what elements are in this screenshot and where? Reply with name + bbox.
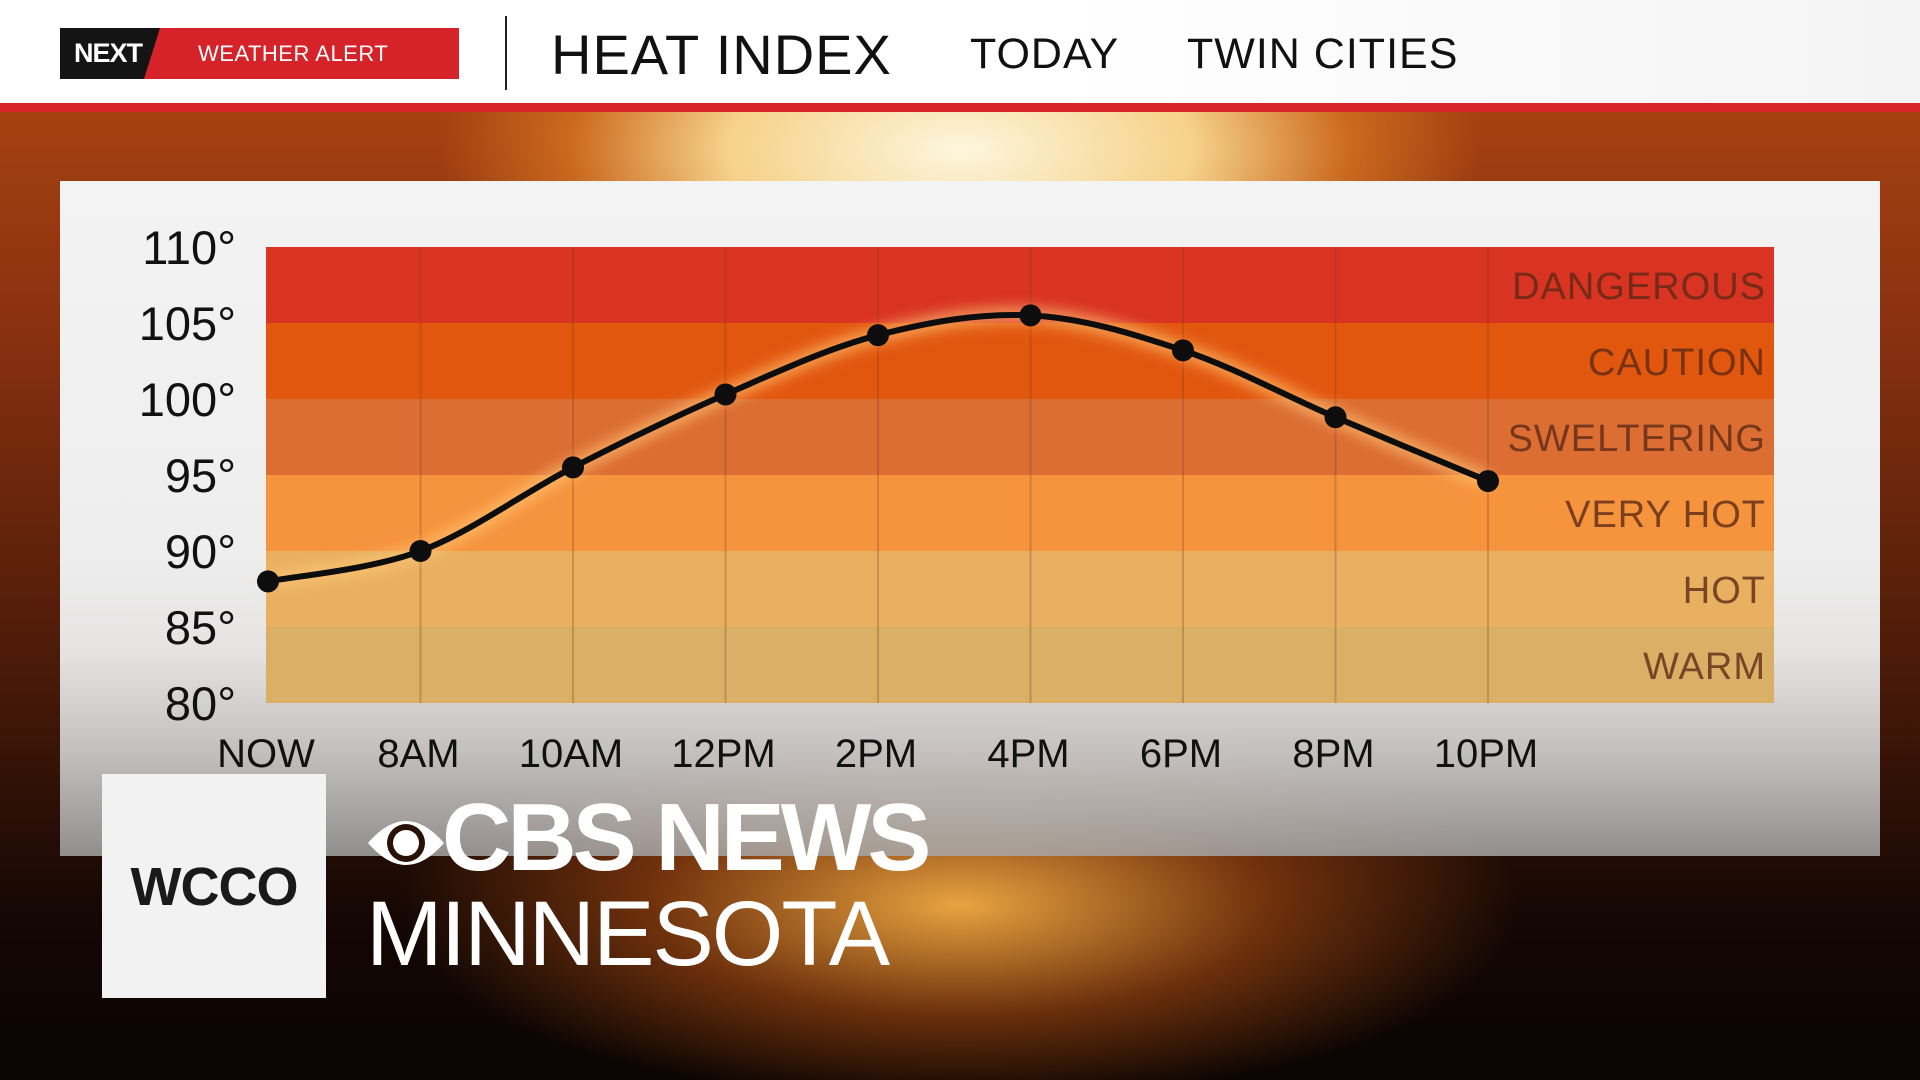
data-point: [714, 383, 737, 406]
header-divider: [505, 16, 507, 90]
zone-band: [266, 399, 1774, 475]
zone-label: WARM: [1643, 646, 1766, 688]
next-logo-text: NEXT: [74, 38, 143, 68]
zone-label: DANGEROUS: [1512, 266, 1766, 308]
zone-label: VERY HOT: [1565, 494, 1766, 536]
cbs-news-wordmark: CBS NEWS: [442, 784, 931, 891]
x-tick-label: 10AM: [519, 732, 624, 776]
period-label: TODAY: [970, 30, 1120, 78]
data-point: [562, 456, 584, 479]
data-point: [1477, 470, 1499, 493]
x-tick-label: 8PM: [1292, 732, 1374, 776]
next-logo: NEXT: [60, 28, 160, 79]
zone-label: SWELTERING: [1508, 418, 1766, 460]
header-bar: NEXT WEATHER ALERT HEAT INDEX TODAY TWIN…: [0, 0, 1920, 112]
data-point: [257, 570, 279, 593]
x-tick-label: 4PM: [987, 732, 1069, 776]
region-wordmark: MINNESOTA: [366, 883, 890, 985]
y-tick-label: 105°: [139, 297, 236, 350]
zone-label: HOT: [1683, 570, 1766, 612]
y-tick-label: 85°: [165, 601, 236, 654]
cbs-eye-icon: [368, 821, 444, 865]
y-tick-label: 100°: [139, 373, 236, 426]
zone-band: [266, 475, 1774, 551]
data-point: [409, 540, 432, 562]
data-point: [1019, 304, 1042, 327]
zone-label: CAUTION: [1588, 342, 1766, 384]
location-label: TWIN CITIES: [1187, 30, 1459, 78]
zone-band: [266, 323, 1774, 399]
data-point: [1172, 339, 1194, 362]
x-tick-label: 6PM: [1140, 732, 1222, 776]
y-tick-label: 90°: [165, 525, 236, 578]
x-tick-label: 8AM: [377, 732, 459, 776]
wcco-logo: WCCO: [102, 774, 326, 998]
data-point: [1324, 406, 1347, 429]
heat-index-chart: WARM HOT VERY HOT SWELTERING CAUTION DANGEROU…: [139, 221, 1774, 776]
x-tick-label: NOW: [217, 732, 315, 776]
x-tick-label: 2PM: [835, 732, 917, 776]
chart-panel: WARM HOT VERY HOT SWELTERING CAUTION DANGEROU…: [60, 181, 1880, 856]
zone-band: [266, 627, 1774, 703]
data-point: [867, 324, 889, 347]
x-tick-label: 12PM: [671, 732, 776, 776]
y-tick-label: 95°: [165, 449, 236, 502]
alert-label: WEATHER ALERT: [198, 41, 389, 66]
page-title: HEAT INDEX: [551, 23, 892, 86]
weather-alert-badge: NEXT WEATHER ALERT: [60, 28, 459, 79]
x-tick-label: 10PM: [1434, 732, 1539, 776]
y-tick-label: 80°: [165, 677, 236, 730]
zone-band: [266, 551, 1774, 627]
y-tick-label: 110°: [142, 221, 236, 274]
wcco-logo-text: WCCO: [130, 857, 299, 917]
